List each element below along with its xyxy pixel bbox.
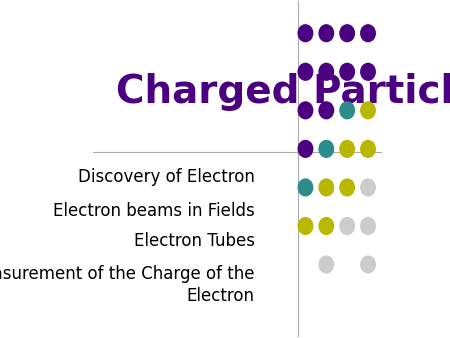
Circle shape	[340, 218, 355, 234]
Circle shape	[298, 102, 313, 119]
Circle shape	[340, 102, 355, 119]
Circle shape	[298, 141, 313, 157]
Circle shape	[361, 64, 375, 80]
Text: Electron Tubes: Electron Tubes	[134, 232, 255, 250]
Circle shape	[319, 179, 333, 196]
Circle shape	[319, 64, 333, 80]
Circle shape	[298, 64, 313, 80]
Circle shape	[340, 25, 355, 42]
Circle shape	[361, 102, 375, 119]
Circle shape	[361, 218, 375, 234]
Circle shape	[340, 179, 355, 196]
Circle shape	[319, 256, 333, 273]
Circle shape	[319, 218, 333, 234]
Text: Discovery of Electron: Discovery of Electron	[78, 168, 255, 186]
Circle shape	[361, 256, 375, 273]
Circle shape	[298, 25, 313, 42]
Circle shape	[298, 179, 313, 196]
Text: Measurement of the Charge of the
Electron: Measurement of the Charge of the Electro…	[0, 265, 255, 305]
Text: Charged Particles: Charged Particles	[116, 73, 450, 111]
Circle shape	[340, 141, 355, 157]
Circle shape	[298, 218, 313, 234]
Circle shape	[319, 141, 333, 157]
Circle shape	[319, 102, 333, 119]
Circle shape	[340, 64, 355, 80]
Circle shape	[319, 25, 333, 42]
Circle shape	[361, 179, 375, 196]
Text: Electron beams in Fields: Electron beams in Fields	[53, 202, 255, 220]
Circle shape	[361, 25, 375, 42]
Circle shape	[361, 141, 375, 157]
